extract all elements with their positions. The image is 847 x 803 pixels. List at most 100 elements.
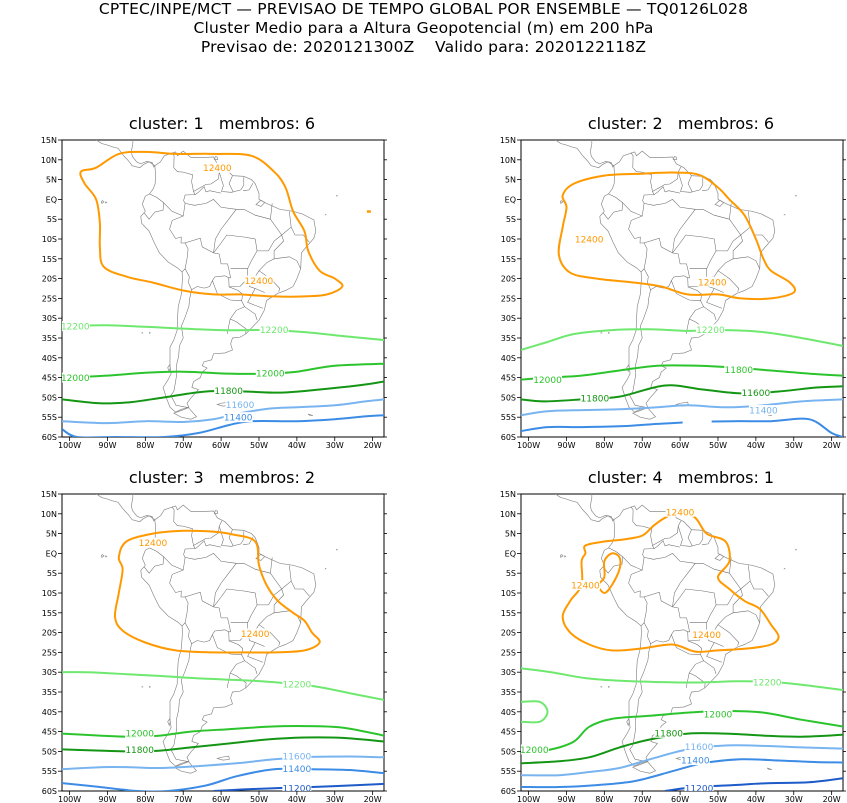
island-outline [335,194,338,197]
lat-tick-label: 5S [47,569,57,578]
lat-tick-label: 55S [501,767,516,776]
island-outline [564,555,567,558]
lat-tick-label: 15N [500,490,516,499]
country-border [702,183,713,191]
lon-tick-label: 40W [747,441,765,450]
contour-label-bg [570,580,600,591]
contour-label: 12400 [692,631,721,641]
country-border [184,237,231,278]
lat-tick-label: 5S [506,569,516,578]
lat-tick-label: 45S [42,374,57,383]
coastline [842,495,843,498]
lat-tick-label: 40S [42,354,57,363]
coastline [96,494,155,523]
contour-label: 12200 [260,326,289,336]
island-outline [626,364,630,373]
panel-3-map: 12400 12400 12200 12000 11800 11600 11400 11200… [41,480,387,803]
country-border [672,209,730,253]
lat-tick-label: 15N [41,490,57,499]
lat-tick-label: EQ [505,549,516,558]
panel-4-title: cluster: 4 membros: 1 [587,468,775,487]
coastline [591,140,592,141]
lat-tick-label: 60S [42,787,57,796]
lat-tick-label: 25S [42,294,57,303]
lat-tick-label: EQ [46,549,57,558]
coastline [842,141,843,144]
lat-tick-label: 25S [501,648,516,657]
contour-line [521,758,843,789]
coastline [96,140,155,169]
country-border [703,660,717,675]
contour-label: 12400 [575,236,604,246]
contour-label-bg [138,537,168,548]
contour-line [521,744,843,777]
country-border [653,186,681,195]
country-border [218,172,234,193]
contour-line [62,736,384,753]
lon-tick-label: 40W [288,795,306,803]
country-border [169,569,189,627]
contour-label-bg [259,324,289,335]
lon-tick-label: 60W [212,441,230,450]
panel-3-title: cluster: 3 membros: 2 [128,468,316,487]
lat-tick-label: 35S [42,334,57,343]
contour-label-bg [244,275,274,286]
island-outline [105,201,108,204]
lat-tick-label: 55S [42,413,57,422]
contour-label: 11400 [681,757,710,767]
country-border [143,202,164,220]
lat-tick-label: 60S [501,787,516,796]
island-outline [149,685,152,688]
lat-tick-label: 50S [42,393,57,402]
contour-label-bg [684,741,714,752]
country-border [185,199,237,210]
lat-tick-label: 15S [501,255,516,264]
lon-tick-label: 80W [595,441,613,450]
contour-label: 12000 [256,369,285,379]
south-america-coastline [140,504,317,767]
island-outline [152,480,159,483]
coastline [555,140,614,169]
island-outline [172,761,198,774]
lon-tick-label: 70W [174,441,192,450]
island-outline [101,554,105,559]
country-border [689,226,751,269]
map-frame [61,493,385,792]
contour-label: 11600 [685,743,714,753]
contour-label-bg [521,744,549,755]
island-outline [631,761,657,774]
contour-label-bg [680,755,710,766]
country-border [652,520,682,546]
island-outline [560,200,564,205]
contour-line [62,671,384,701]
header-line-2: Cluster Medio para a Altura Geopotencial… [193,19,654,37]
country-border [689,580,751,623]
lon-tick-label: 50W [709,441,727,450]
country-border [213,209,271,253]
lon-tick-label: 30W [326,795,344,803]
contour-label-bg [684,782,714,791]
country-border [258,270,281,292]
contour-label-bg [125,744,155,755]
country-border [218,526,234,547]
country-border [143,556,164,574]
lat-tick-label: 20S [501,275,516,284]
contour-label: 12000 [520,746,549,756]
contour-label: 12200 [61,323,90,333]
contour-line [594,552,622,595]
contour-line [79,150,344,298]
contour-line [113,529,321,654]
contour-line [62,414,384,437]
island-outline [631,407,657,420]
lat-tick-label: 40S [501,354,516,363]
contour-label: 12400 [203,164,232,174]
contour-label: 11600 [283,753,312,763]
lat-tick-label: 45S [42,728,57,737]
country-border [702,537,713,545]
contour-label-bg [665,506,695,517]
contour-label-bg [255,367,285,378]
contour-label: 11800 [654,729,683,739]
contour-label-bg [692,629,722,640]
country-border [717,270,740,292]
contour-label-bg [748,405,778,416]
